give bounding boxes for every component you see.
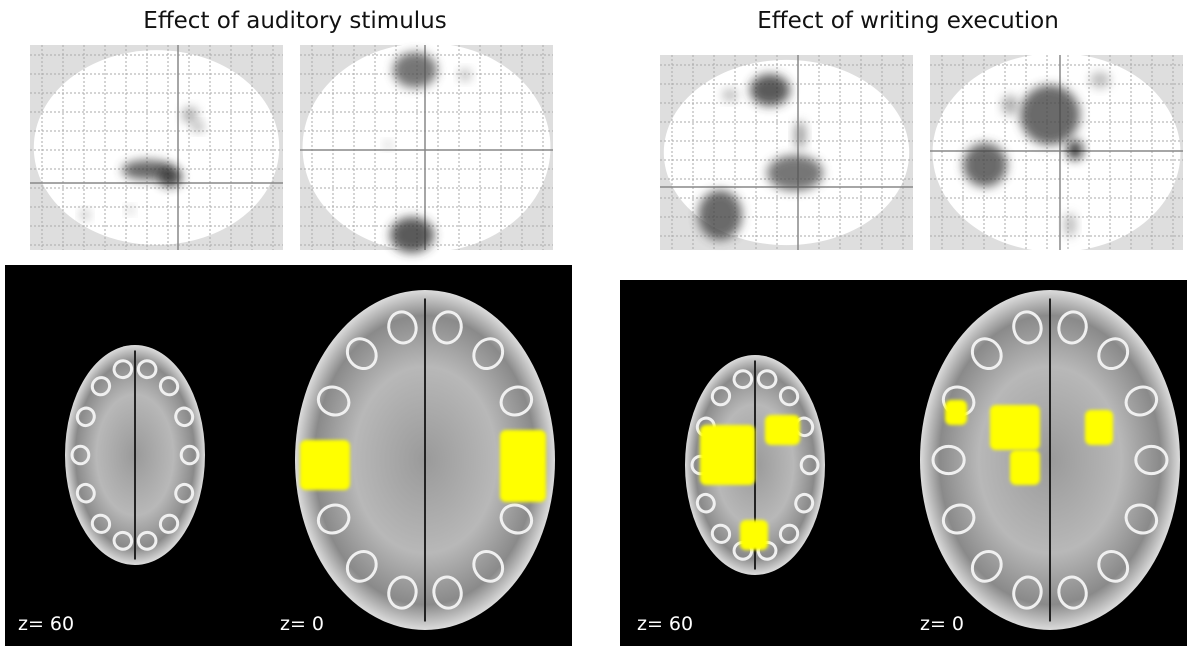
activation — [945, 400, 967, 425]
slice-label: z= 60 — [18, 613, 74, 635]
activation — [767, 155, 823, 191]
glass-outline — [34, 50, 279, 245]
slice-label: z= 0 — [920, 613, 964, 635]
activation — [500, 430, 546, 502]
activation — [1085, 410, 1113, 445]
activation — [698, 190, 742, 240]
glass-brain — [30, 45, 283, 250]
activation — [1010, 450, 1040, 485]
activation — [384, 141, 392, 149]
slice-label: z= 60 — [637, 613, 693, 635]
activation — [740, 520, 768, 550]
activation — [750, 74, 790, 106]
panel-title: Effect of auditory stimulus — [143, 8, 446, 34]
activation — [1002, 95, 1018, 115]
activation — [1067, 140, 1083, 160]
activation — [1020, 85, 1080, 145]
activation — [1090, 72, 1110, 88]
activation — [182, 107, 198, 123]
activation — [192, 122, 204, 132]
brain-slice — [685, 355, 825, 575]
activation — [722, 89, 738, 101]
activation — [1064, 213, 1076, 237]
glass-brain — [300, 43, 553, 253]
activation — [390, 217, 434, 253]
brain-slice — [65, 345, 205, 565]
activation — [794, 121, 806, 149]
activation — [990, 405, 1040, 450]
glass-brain — [930, 53, 1183, 252]
activation — [126, 206, 134, 214]
activation — [158, 167, 182, 187]
activation — [300, 440, 350, 490]
activation — [393, 52, 437, 88]
activation — [80, 210, 90, 220]
panel-title: Effect of writing execution — [757, 8, 1059, 34]
activation — [765, 415, 800, 445]
figure: Effect of auditory stimulus Effect of wr… — [0, 0, 1197, 646]
activation — [700, 425, 755, 485]
brain-slice — [920, 290, 1180, 630]
activation — [963, 143, 1007, 187]
brain-slice — [295, 290, 555, 630]
images — [5, 43, 1187, 646]
glass-brain — [660, 55, 913, 250]
activation — [459, 69, 471, 81]
slice-label: z= 0 — [280, 613, 324, 635]
